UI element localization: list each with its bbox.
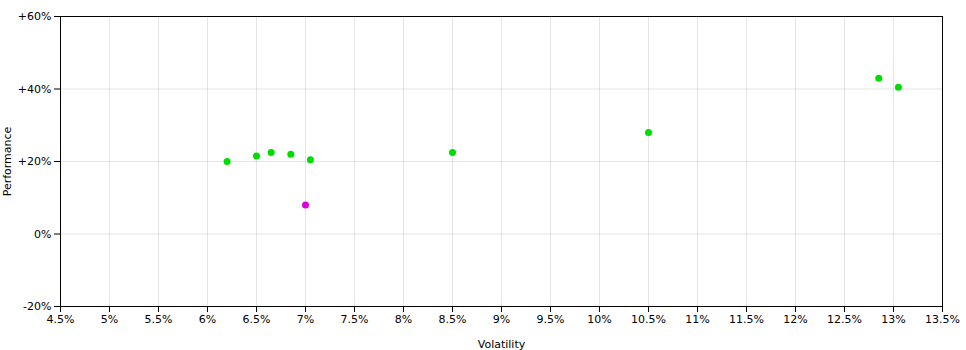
svg-text:0%: 0% (34, 228, 51, 241)
svg-text:13%: 13% (881, 313, 905, 326)
svg-text:4.5%: 4.5% (47, 313, 75, 326)
svg-text:8.5%: 8.5% (439, 313, 467, 326)
svg-text:9%: 9% (493, 313, 510, 326)
svg-text:10%: 10% (587, 313, 611, 326)
svg-text:5%: 5% (101, 313, 118, 326)
svg-text:12.5%: 12.5% (827, 313, 862, 326)
svg-text:11.5%: 11.5% (729, 313, 764, 326)
svg-text:+60%: +60% (18, 10, 52, 23)
svg-text:+20%: +20% (18, 155, 52, 168)
svg-text:10.5%: 10.5% (631, 313, 666, 326)
svg-text:9.5%: 9.5% (537, 313, 565, 326)
svg-text:-20%: -20% (23, 300, 51, 313)
svg-text:11%: 11% (685, 313, 709, 326)
svg-text:Performance: Performance (1, 126, 14, 196)
svg-text:7%: 7% (297, 313, 314, 326)
svg-text:6%: 6% (199, 313, 216, 326)
svg-text:8%: 8% (395, 313, 412, 326)
svg-text:6.5%: 6.5% (243, 313, 271, 326)
svg-text:+40%: +40% (18, 83, 52, 96)
svg-text:13.5%: 13.5% (925, 313, 960, 326)
svg-text:5.5%: 5.5% (145, 313, 173, 326)
svg-text:Volatility: Volatility (478, 338, 526, 350)
svg-text:7.5%: 7.5% (341, 313, 369, 326)
svg-text:12%: 12% (783, 313, 807, 326)
